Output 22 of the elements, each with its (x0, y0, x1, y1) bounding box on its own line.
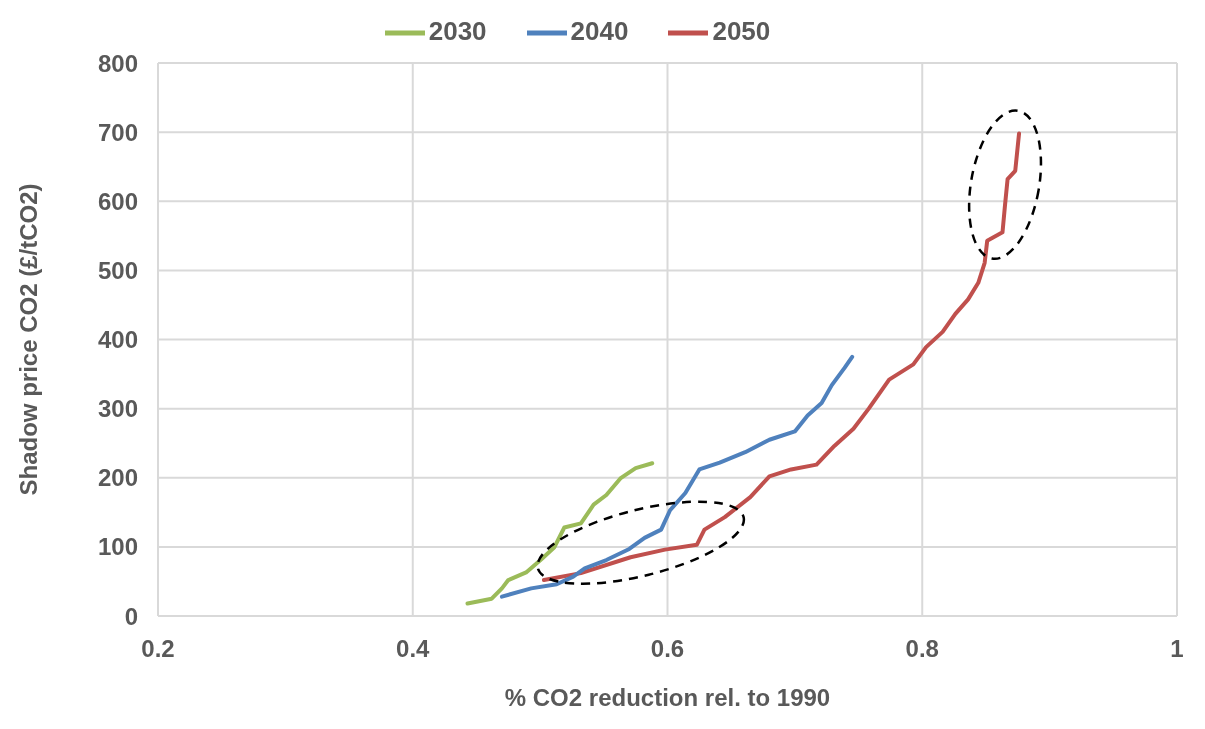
y-tick-label: 200 (97, 464, 138, 492)
x-tick-label: 1 (1170, 635, 1184, 663)
y-axis-title: Shadow price CO2 (£/tCO2) (14, 183, 42, 496)
legend-label: 2050 (712, 15, 771, 46)
y-tick-label: 800 (97, 49, 138, 77)
y-tick-label: 100 (97, 533, 138, 561)
legend-label: 2040 (570, 15, 629, 46)
y-tick-label: 0 (124, 602, 138, 630)
x-tick-label: 0.4 (396, 635, 431, 663)
y-tick-label: 500 (97, 256, 138, 284)
x-tick-label: 0.6 (650, 635, 685, 663)
line-series (541, 131, 1022, 583)
x-axis-title: % CO2 reduction rel. to 1990 (504, 684, 831, 711)
line-series (499, 354, 855, 599)
y-tick-label: 400 (97, 326, 138, 354)
y-tick-label: 700 (97, 118, 138, 146)
x-tick-label: 0.2 (141, 635, 175, 663)
x-tick-label: 0.8 (905, 635, 939, 663)
y-tick-label: 600 (97, 187, 138, 215)
line-series (465, 461, 655, 606)
y-tick-label: 300 (97, 395, 138, 423)
legend-label: 2030 (428, 15, 487, 46)
